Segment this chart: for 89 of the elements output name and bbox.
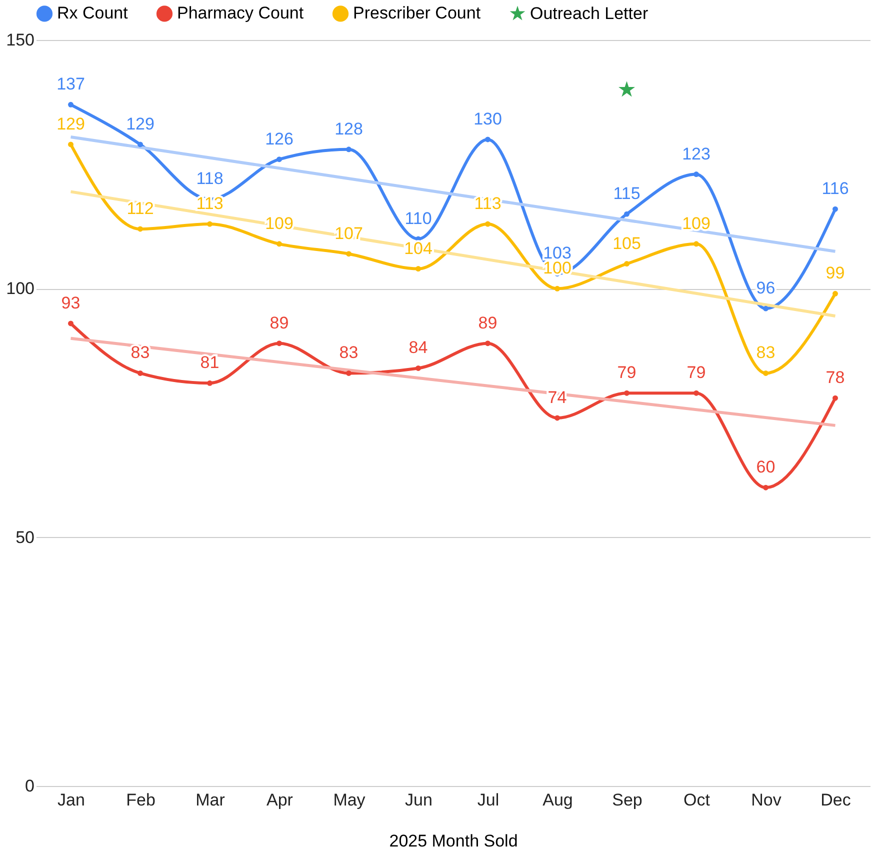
x-tick-label: Sep [612, 790, 642, 810]
data-label: 129 [126, 114, 154, 134]
data-label: 83 [130, 343, 150, 362]
point [554, 415, 560, 421]
x-tick-label: Feb [126, 790, 156, 810]
data-label: 126 [265, 129, 294, 148]
data-label: 81 [200, 353, 220, 372]
point [485, 136, 490, 142]
point [276, 241, 282, 247]
data-label: 107 [334, 224, 363, 243]
x-tick-label: Jul [477, 790, 500, 810]
point [68, 320, 74, 326]
point [624, 261, 630, 267]
point [554, 286, 560, 292]
data-label: 137 [56, 74, 85, 94]
data-label: 104 [404, 238, 432, 258]
point [763, 484, 768, 490]
x-tick-label: Jun [405, 790, 432, 810]
data-label: 128 [334, 119, 363, 138]
data-label: 112 [126, 198, 154, 218]
x-axis-title: 2025 Month Sold [389, 832, 518, 850]
data-label: 130 [474, 109, 502, 128]
data-label: 109 [265, 214, 294, 233]
point [763, 306, 768, 312]
point [207, 380, 212, 386]
x-tick-label: Nov [751, 790, 782, 810]
data-label: 103 [543, 244, 572, 263]
x-tick-label: May [333, 790, 366, 810]
x-tick-label: Jan [58, 790, 85, 810]
point [138, 370, 143, 376]
data-label: 78 [826, 368, 845, 388]
point [485, 340, 490, 346]
data-label: 116 [822, 179, 849, 198]
data-label: 109 [682, 214, 710, 233]
point [485, 221, 490, 227]
data-label: 129 [56, 114, 85, 134]
data-label: 83 [339, 343, 358, 362]
data-label: 115 [613, 184, 640, 204]
point [207, 221, 212, 227]
data-label: 79 [686, 363, 706, 382]
y-tick-label: 50 [16, 528, 34, 547]
point [694, 172, 699, 178]
data-label: 83 [756, 343, 776, 362]
point [346, 251, 352, 257]
data-label: 96 [756, 278, 776, 298]
data-label: 84 [408, 338, 428, 358]
legend-label: Pharmacy Count [177, 4, 304, 23]
point [624, 211, 630, 217]
point [276, 340, 282, 346]
data-label: 99 [826, 264, 845, 283]
point [694, 390, 699, 396]
point [694, 241, 699, 247]
point [346, 370, 352, 376]
data-label: 74 [548, 388, 567, 407]
point [68, 102, 74, 108]
point [832, 206, 838, 212]
x-tick-label: Oct [684, 790, 710, 810]
point [416, 366, 421, 371]
point [832, 395, 838, 401]
legend-label: Outreach Letter [530, 4, 648, 23]
data-label: 123 [682, 144, 710, 164]
data-label: 79 [617, 363, 636, 382]
data-label: 89 [478, 313, 498, 332]
legend-label: Rx Count [57, 4, 128, 23]
data-label: 113 [474, 194, 502, 214]
data-label: 110 [404, 208, 432, 228]
point [832, 290, 838, 296]
x-tick-label: Dec [820, 790, 852, 810]
point [138, 226, 143, 232]
data-label: 60 [756, 458, 776, 477]
legend-label: Prescriber Count [353, 4, 481, 23]
data-label: 93 [61, 293, 80, 312]
point [763, 370, 768, 376]
data-label: 105 [612, 234, 641, 253]
y-tick-label: 0 [25, 776, 34, 796]
data-label: 113 [196, 194, 224, 214]
point [624, 390, 630, 396]
y-tick-label: 100 [6, 279, 34, 298]
point [68, 142, 74, 148]
data-label: 118 [196, 169, 224, 188]
y-tick-label: 150 [6, 30, 34, 50]
x-tick-label: Apr [266, 790, 294, 810]
point [416, 266, 421, 272]
point [138, 142, 143, 148]
x-tick-label: Mar [196, 790, 226, 810]
x-tick-label: Aug [542, 790, 573, 810]
data-label: 89 [270, 313, 289, 332]
point [346, 146, 352, 152]
point [276, 156, 282, 162]
